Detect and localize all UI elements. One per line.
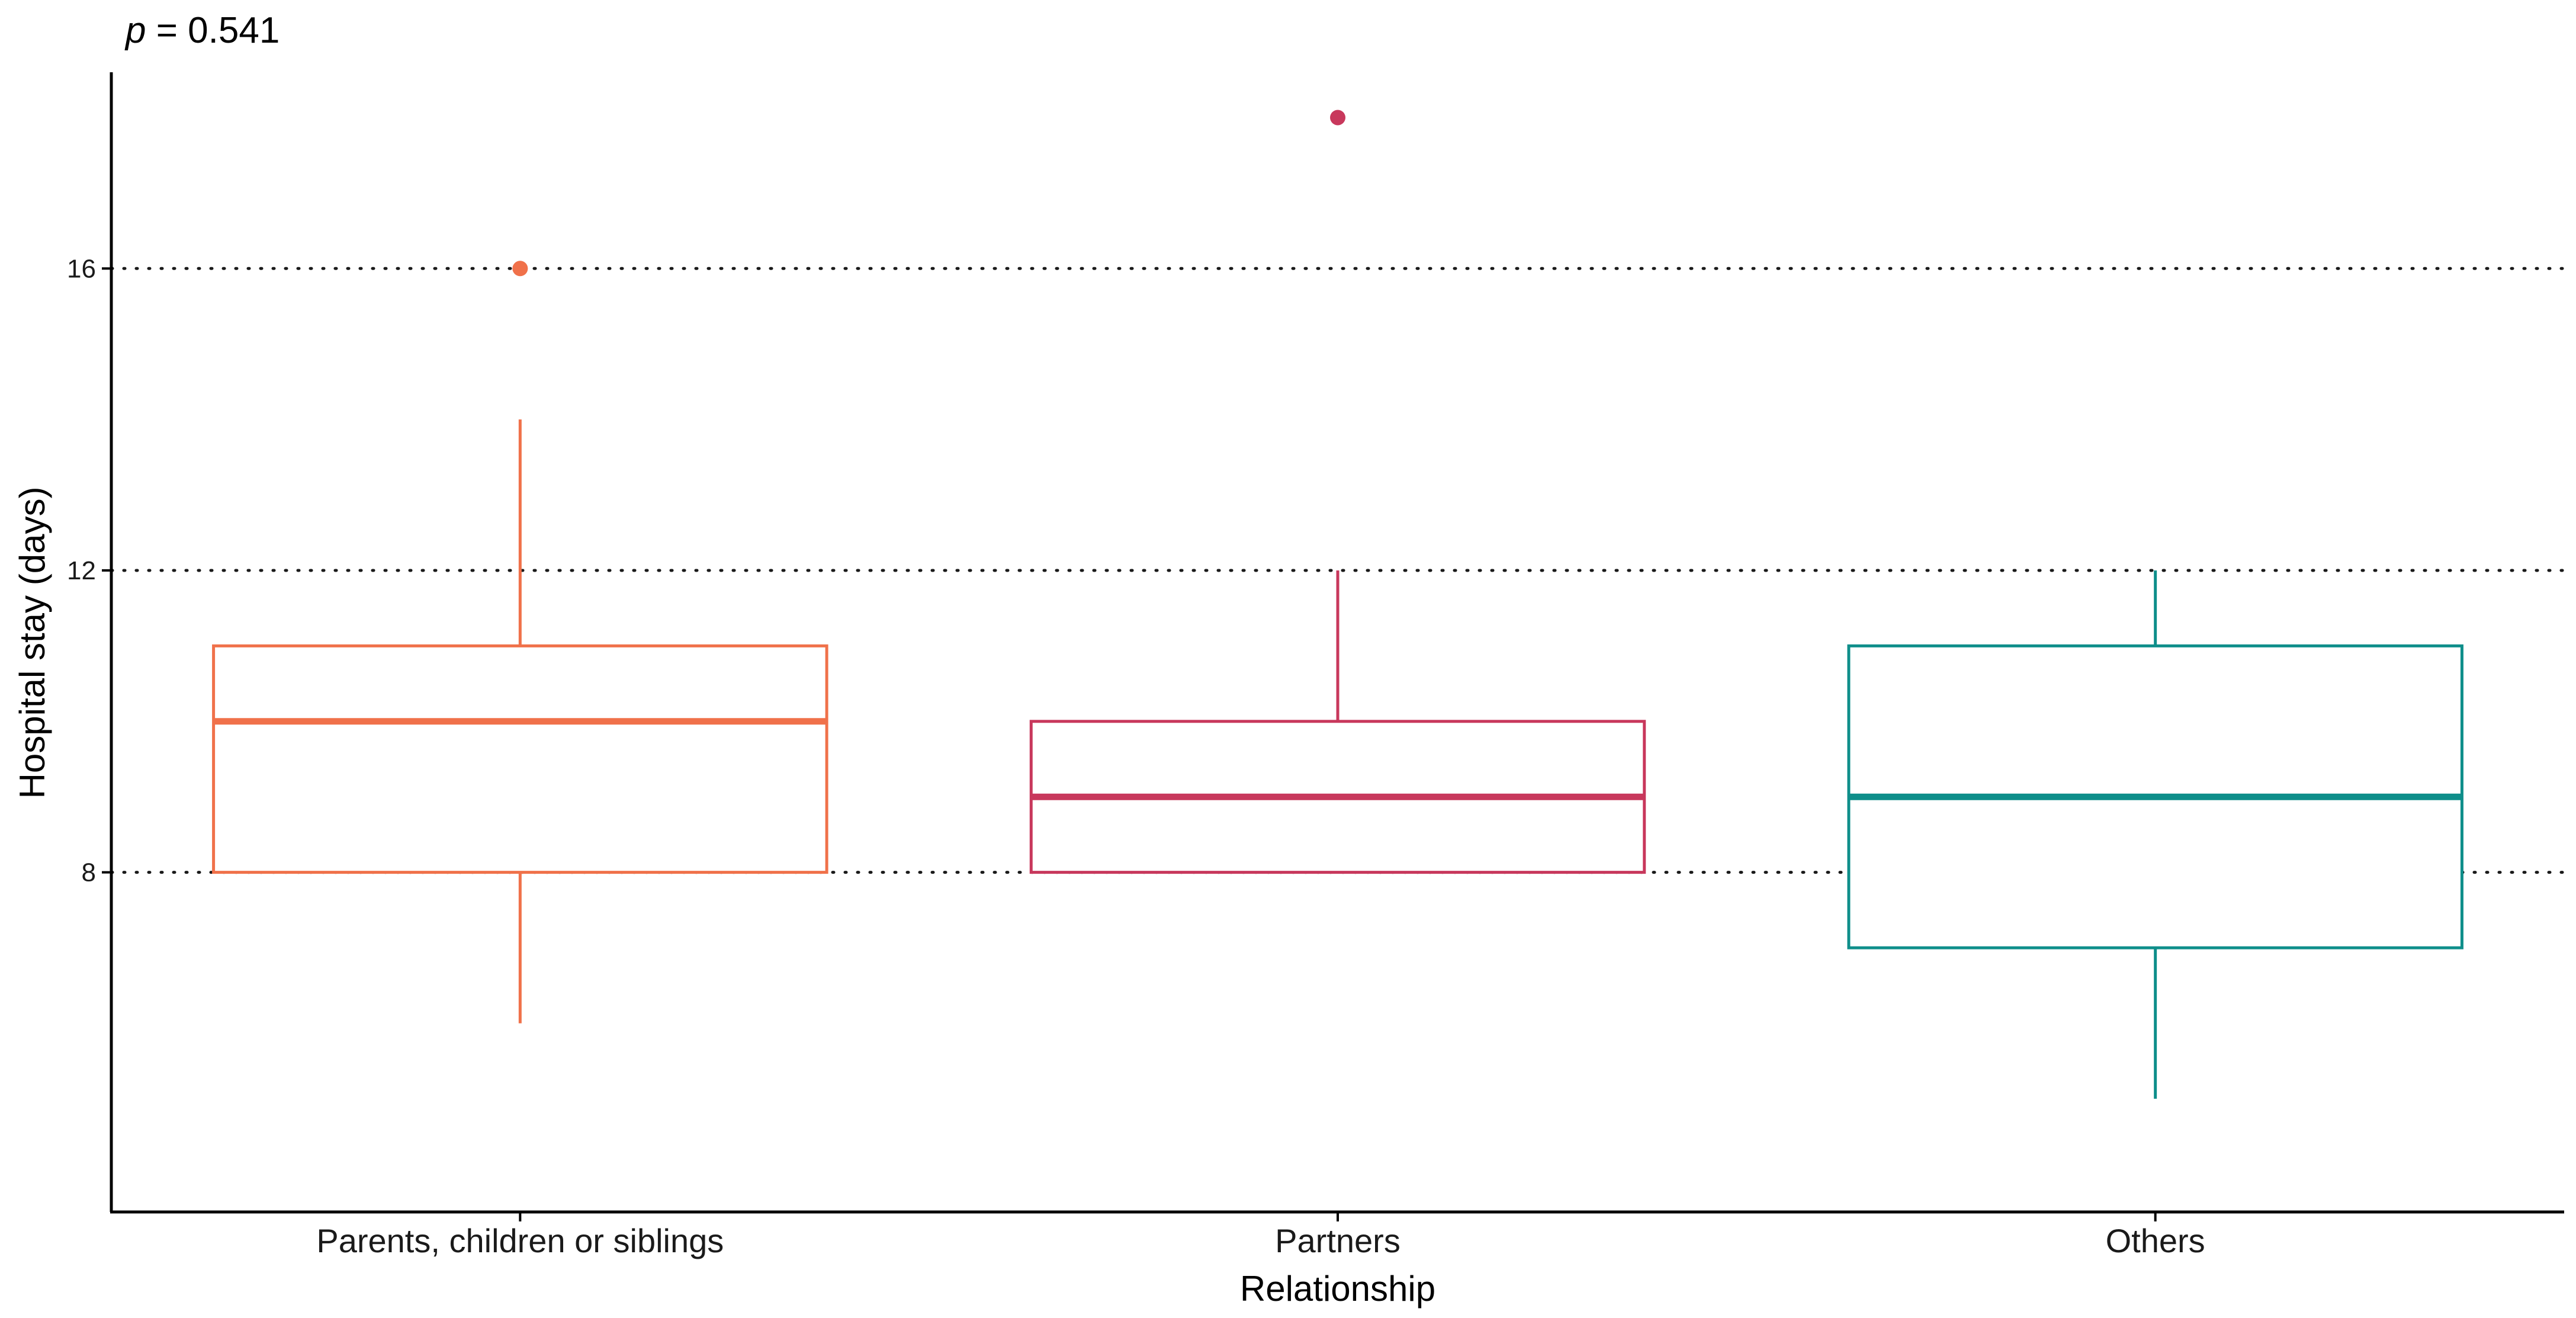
- box-iqr: [212, 644, 828, 874]
- x-axis-title: Relationship: [1240, 1269, 1435, 1309]
- p-value-symbol: p: [124, 10, 146, 51]
- axes: 8 12 16 Parents, children or siblings Partne…: [67, 72, 2564, 1259]
- p-value-text: = 0.541: [146, 10, 280, 51]
- outlier-point: [1330, 110, 1345, 126]
- boxes: [212, 110, 2463, 1099]
- box-group: [212, 261, 828, 1024]
- p-value-annotation: p = 0.541: [124, 10, 280, 51]
- y-tick-label: 12: [67, 556, 96, 585]
- x-tick-label: Partners: [1275, 1222, 1401, 1259]
- box-group: [1847, 570, 2463, 1099]
- x-tick-label: Parents, children or siblings: [316, 1222, 724, 1259]
- y-tick-label: 16: [67, 254, 96, 283]
- box-group: [1029, 110, 1646, 874]
- x-tick-label: Others: [2106, 1222, 2205, 1259]
- y-axis-title: Hospital stay (days): [12, 487, 52, 799]
- y-tick-label: 8: [82, 858, 96, 887]
- labels: p = 0.541 Relationship Hospital stay (da…: [12, 10, 1435, 1309]
- outlier-point: [512, 261, 528, 277]
